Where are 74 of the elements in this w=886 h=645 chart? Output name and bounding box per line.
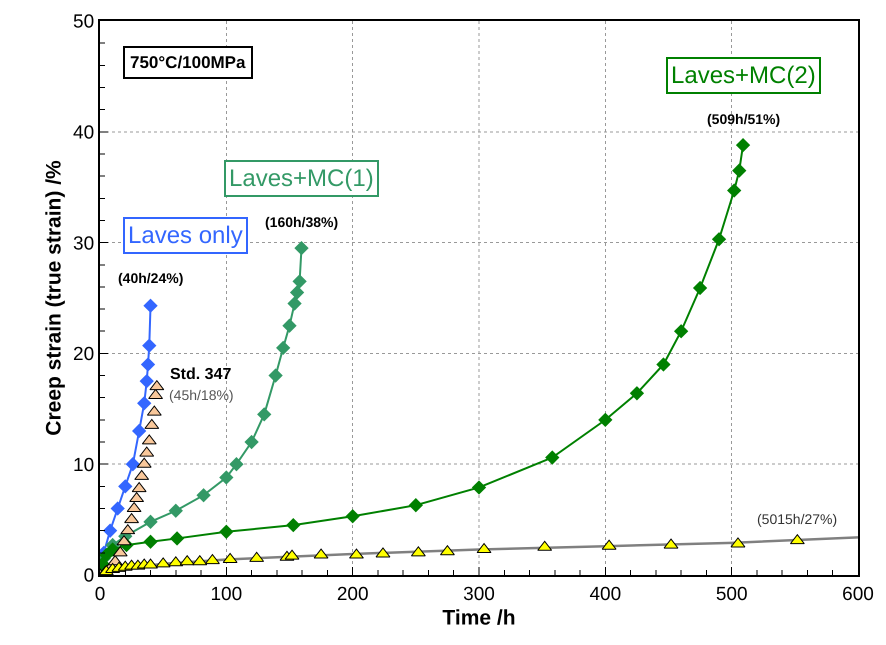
point: [712, 232, 726, 246]
y-axis-title: Creep strain (true strain) /%: [42, 160, 66, 436]
x-tick-label: 300: [463, 584, 495, 605]
point: [656, 357, 671, 372]
point: [476, 543, 492, 554]
point: [219, 470, 234, 485]
annotation: 750°C/100MPa: [130, 53, 246, 72]
point: [143, 558, 158, 569]
point: [349, 548, 364, 559]
point: [290, 285, 304, 300]
y-tick-label: 50: [73, 12, 94, 33]
point: [143, 298, 158, 313]
point: [132, 424, 146, 438]
annotation: (509h/51%): [707, 111, 780, 127]
point: [118, 479, 132, 494]
text: Laves+MC(1): [229, 165, 374, 192]
y-tick-label: 40: [73, 122, 94, 144]
point: [143, 514, 158, 529]
point: [257, 407, 272, 422]
point: [196, 488, 211, 502]
text: Laves+MC(2): [671, 62, 816, 89]
annotation: (40h/24%): [118, 270, 184, 286]
point: [140, 357, 156, 372]
point: [229, 457, 244, 472]
point: [287, 296, 302, 311]
annotation: (160h/38%): [265, 214, 338, 230]
point: [268, 368, 283, 383]
point: [472, 480, 486, 495]
point: [143, 534, 158, 549]
x-tick-label: 100: [210, 584, 242, 605]
point: [284, 550, 300, 560]
point: [294, 240, 309, 256]
point: [116, 535, 132, 546]
point: [730, 537, 746, 548]
point: [219, 524, 234, 539]
annotation: (45h/18%): [169, 387, 234, 403]
point: [205, 554, 220, 564]
x-axis-title: Time /h: [442, 606, 516, 630]
x-tick-label: 400: [589, 584, 622, 605]
x-tick-label: 200: [336, 584, 369, 605]
point: [137, 396, 152, 410]
point: [598, 412, 612, 428]
y-tick-label: 20: [73, 344, 94, 366]
point: [170, 531, 184, 546]
point: [110, 501, 125, 516]
point: [292, 274, 307, 289]
y-tick-label: 10: [73, 454, 94, 476]
y-tick-label: 0: [84, 566, 94, 587]
point: [282, 318, 297, 333]
point: [736, 138, 750, 152]
point: [168, 504, 183, 518]
point: [664, 538, 678, 549]
point: [727, 183, 742, 198]
point: [346, 509, 360, 524]
y-tick-label: 30: [73, 233, 94, 254]
annotation: (5015h/27%): [757, 511, 838, 527]
text: Laves only: [128, 222, 243, 249]
point: [674, 324, 688, 338]
x-tick-label: 600: [842, 584, 874, 605]
point: [126, 457, 140, 472]
point: [376, 547, 390, 558]
point: [545, 450, 560, 465]
x-tick-label: 500: [716, 584, 748, 605]
point: [244, 434, 259, 450]
point: [732, 163, 746, 178]
point: [692, 280, 708, 296]
point: [140, 374, 154, 388]
point: [102, 524, 118, 538]
point: [630, 386, 644, 400]
point: [142, 338, 156, 353]
point: [408, 498, 423, 512]
series-label: Std. 347: [170, 366, 232, 383]
point: [276, 340, 290, 356]
point: [286, 518, 300, 532]
